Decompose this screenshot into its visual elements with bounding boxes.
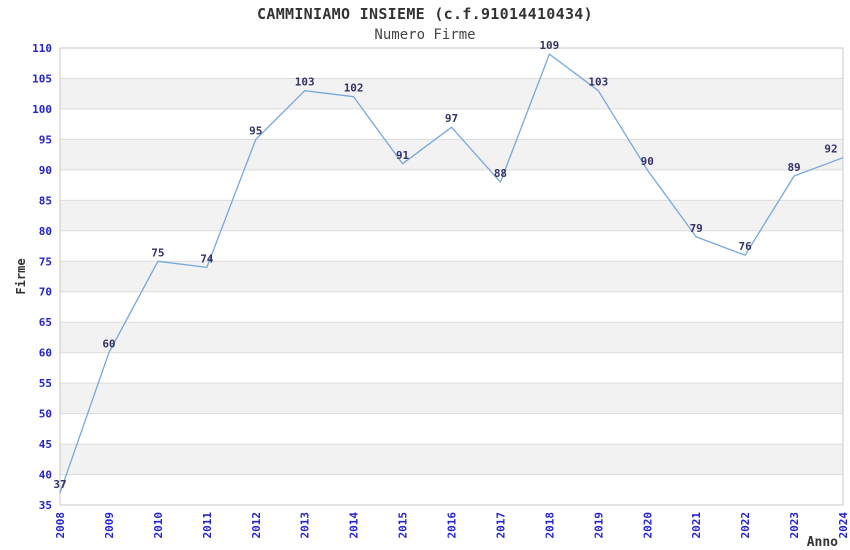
y-tick-label: 45 [39,438,52,451]
y-tick-label: 95 [39,133,52,146]
y-tick-label: 90 [39,164,52,177]
data-point-label: 88 [494,167,507,180]
data-point-label: 97 [445,112,458,125]
data-point-label: 95 [249,124,262,137]
data-point-label: 109 [539,39,559,52]
plot-band [60,261,843,292]
plot-band [60,444,843,475]
x-tick-label: 2008 [54,512,67,539]
plot-band [60,322,843,353]
y-tick-label: 75 [39,255,52,268]
x-tick-label: 2009 [103,512,116,539]
data-point-label: 76 [739,240,753,253]
x-tick-label: 2017 [494,512,507,539]
data-point-label: 75 [151,246,164,259]
data-point-label: 102 [344,82,364,95]
series-line [59,53,844,494]
plot-border [59,47,844,506]
data-point-label: 90 [641,155,654,168]
y-tick-label: 105 [32,72,52,85]
data-point-label: 103 [295,76,315,89]
data-point-label: 91 [396,149,410,162]
data-point-label: 103 [588,76,608,89]
y-tick-label: 80 [39,225,52,238]
y-tick-label: 110 [32,42,52,55]
x-tick-label: 2018 [543,512,556,539]
x-tick-label: 2010 [152,512,165,539]
x-tick-label: 2013 [299,512,312,539]
y-tick-label: 70 [39,286,52,299]
y-tick-label: 40 [39,469,52,482]
x-tick-label: 2021 [690,512,703,539]
x-axis-title: Anno [807,535,838,550]
plot-band [60,200,843,231]
x-tick-label: 2022 [739,512,752,539]
x-tick-label: 2023 [788,512,801,539]
data-point-label: 74 [200,252,214,265]
x-tick-label: 2019 [592,512,605,539]
x-tick-label: 2012 [250,512,263,539]
x-tick-label: 2024 [837,512,850,539]
y-tick-label: 85 [39,194,52,207]
y-tick-label: 65 [39,316,52,329]
x-tick-label: 2020 [641,512,654,539]
data-point-label: 79 [690,222,703,235]
y-tick-label: 60 [39,347,52,360]
y-tick-label: 100 [32,103,52,116]
data-point-label: 89 [787,161,800,174]
plot-band [60,78,843,109]
data-point-label: 60 [102,338,115,351]
x-tick-label: 2011 [201,512,214,539]
x-tick-label: 2015 [397,512,410,539]
chart-subtitle: Numero Firme [374,27,476,43]
data-point-label: 37 [53,478,66,491]
x-tick-label: 2014 [348,512,361,539]
y-axis-title: Firme [14,258,28,294]
plot-band [60,383,843,414]
plot-band [60,139,843,170]
x-tick-label: 2016 [446,512,459,539]
y-tick-label: 35 [39,499,52,512]
y-tick-label: 55 [39,377,52,390]
y-tick-label: 50 [39,408,52,421]
data-point-label: 92 [824,143,837,156]
chart-title: CAMMINIAMO INSIEME (c.f.91014410434) [257,5,593,23]
